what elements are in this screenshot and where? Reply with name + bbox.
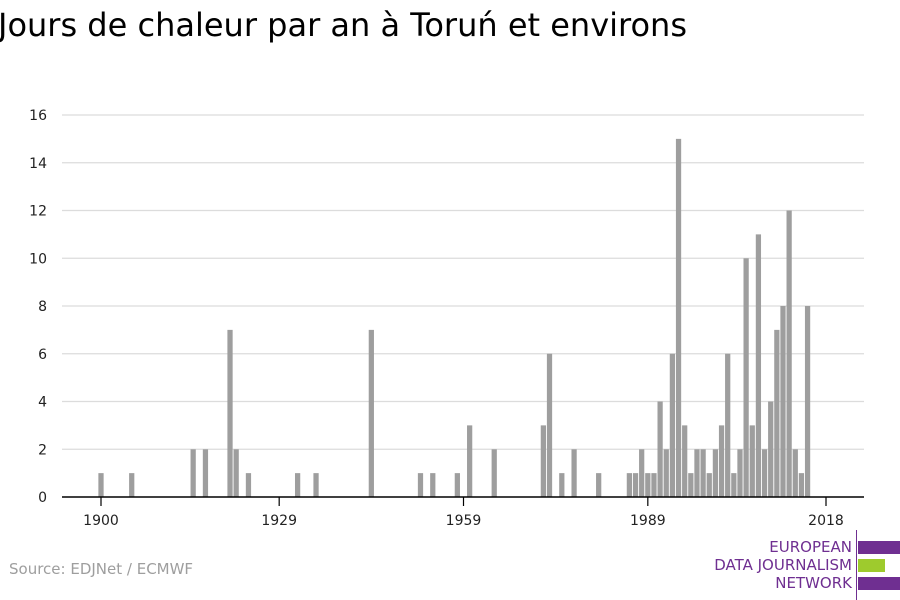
y-tick-label: 14 (29, 156, 47, 172)
bar-1964 (491, 449, 497, 497)
bar-1952 (417, 473, 424, 497)
y-tick-label: 16 (29, 108, 47, 124)
bar-2008 (761, 449, 768, 497)
bar-1960 (467, 425, 473, 497)
bar-1921 (227, 329, 233, 497)
bar-1993 (669, 353, 676, 497)
y-tick-label: 2 (38, 442, 47, 458)
y-tick-label: 4 (38, 395, 47, 411)
x-tick-label: 1929 (261, 513, 297, 529)
bar-2003 (731, 473, 737, 497)
axes (62, 496, 864, 506)
bar-2007 (755, 234, 762, 497)
bar-1915 (190, 449, 196, 497)
bar-2012 (786, 210, 792, 497)
bar-1997 (694, 449, 700, 497)
bar-1996 (688, 473, 694, 497)
x-tick-label: 2018 (808, 513, 844, 529)
bar-1924 (245, 473, 252, 497)
bar-2014 (798, 473, 805, 497)
logo-bar-purple-top (858, 541, 900, 554)
bar-2005 (743, 258, 749, 497)
source-note: Source: EDJNet / ECMWF (9, 560, 194, 578)
bar-2010 (774, 329, 780, 497)
y-tick-label: 8 (38, 299, 47, 315)
bars (98, 138, 811, 497)
bar-2013 (792, 449, 798, 497)
bar-1944 (368, 329, 374, 497)
bar-2004 (737, 449, 743, 497)
bar-2000 (712, 449, 719, 497)
logo-bar-green (858, 559, 885, 572)
bar-1995 (682, 425, 688, 497)
bar-1989 (645, 473, 651, 497)
x-tick-label: 1959 (446, 513, 482, 529)
logo-text-line-1: EUROPEAN (769, 538, 852, 556)
bar-1958 (454, 473, 460, 497)
bar-1988 (639, 449, 645, 497)
bar-2009 (768, 401, 774, 497)
bar-1922 (233, 449, 239, 497)
bar-1990 (651, 473, 657, 497)
bar-1987 (632, 473, 639, 497)
bar-1986 (626, 473, 633, 497)
logo-bar-purple-bottom (858, 577, 900, 590)
bar-2015 (804, 306, 811, 497)
chart-title: Jours de chaleur par an à Toruń et envir… (0, 6, 687, 44)
bar-2002 (725, 353, 731, 497)
bar-1981 (596, 473, 602, 497)
bar-1998 (700, 449, 706, 497)
bar-1999 (706, 473, 712, 497)
bar-1917 (202, 449, 209, 497)
bar-1935 (313, 473, 319, 497)
bar-2006 (749, 425, 755, 497)
y-tick-label: 0 (38, 490, 47, 506)
bar-1992 (663, 449, 669, 497)
bar-1994 (675, 138, 682, 497)
y-tick-label: 12 (29, 204, 47, 220)
bar-1905 (129, 473, 135, 497)
edjnet-logo: EUROPEAN DATA JOURNALISM NETWORK (700, 530, 900, 600)
bar-1954 (430, 473, 436, 497)
bar-1932 (294, 473, 301, 497)
logo-text-line-3: NETWORK (775, 574, 852, 592)
bar-2001 (718, 425, 725, 497)
bar-1991 (657, 401, 663, 497)
bar-1972 (540, 425, 546, 497)
bar-1973 (546, 353, 553, 497)
x-tick-label: 1900 (83, 513, 119, 529)
y-tick-label: 10 (29, 251, 47, 267)
bar-1975 (559, 473, 565, 497)
y-tick-label: 6 (38, 347, 47, 363)
x-tick-label: 1989 (630, 513, 666, 529)
logo-text-line-2: DATA JOURNALISM (714, 556, 852, 574)
bar-1900 (98, 473, 104, 497)
bar-1977 (571, 449, 577, 497)
bar-2011 (780, 306, 786, 497)
tick-labels: 0 2 4 6 8 10 12 14 16 1900 1929 1959 1989 2018 (29, 108, 844, 529)
logo-divider (856, 530, 857, 600)
